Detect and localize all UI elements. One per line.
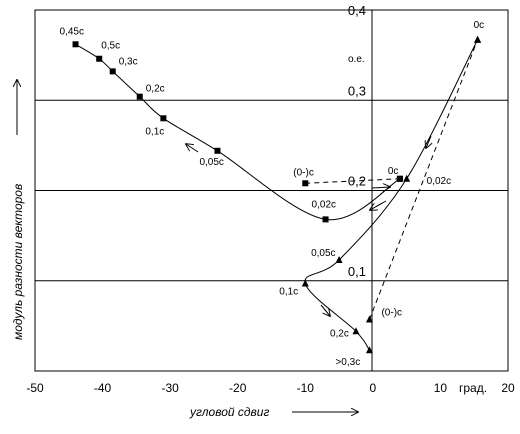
x-tick-labels: -50 -40 -30 -20 -10 0 10 20 <box>26 381 515 395</box>
triangle-point <box>301 279 309 287</box>
point-label: 0,02c <box>427 176 451 187</box>
x-tick-label: 10 <box>434 381 448 395</box>
point-label: 0,1c <box>145 126 164 137</box>
square-point <box>72 41 79 48</box>
square-point <box>136 93 143 100</box>
point-label: 0,05c <box>199 157 223 168</box>
direction-arrow-triangle-lower <box>320 304 330 316</box>
series-group: 0c 0,02c 0,05c 0,1c 0,2c 0,3c 0,5c 0,45c (0-)c 0c… <box>60 20 485 368</box>
square-point <box>109 68 116 75</box>
point-label: 0c <box>474 20 485 31</box>
x-tick-label: -10 <box>297 381 315 395</box>
direction-arrow-square-dip <box>370 200 387 210</box>
square-point <box>302 180 309 187</box>
point-label: 0,5c <box>101 41 120 52</box>
y-tick-labels: 0,1 0,2 0,3 0,4 <box>348 3 366 279</box>
y-tick-label: 0,1 <box>348 264 366 279</box>
point-label: >0,3c <box>335 357 360 368</box>
x-tick-label: -30 <box>161 381 179 395</box>
triangle-point <box>403 174 411 182</box>
point-label: 0c <box>388 166 399 177</box>
point-label: 0,3c <box>119 56 138 67</box>
x-unit-label: град. <box>459 381 487 395</box>
square-point <box>96 55 103 62</box>
y-tick-label: 0,3 <box>348 83 366 98</box>
direction-arrow-square <box>186 144 199 153</box>
triangle-point <box>352 327 360 335</box>
series-line <box>304 39 479 351</box>
series-line <box>305 178 400 184</box>
y-tick-label: 0,4 <box>348 3 366 18</box>
triangle-point <box>365 315 373 323</box>
square-point <box>214 147 221 154</box>
series-line <box>75 43 401 221</box>
direction-arrow-dashed-square <box>371 187 390 188</box>
x-axis-label: угловой сдвиг <box>189 405 269 419</box>
triangle-point <box>365 346 373 354</box>
point-label: 0,05c <box>311 248 335 259</box>
point-label: 0,02c <box>312 199 336 210</box>
square-point <box>160 115 167 122</box>
point-label: 0,1c <box>279 286 298 297</box>
y-unit-label: о.е. <box>348 54 365 65</box>
y-axis-label: модуль разности векторов <box>11 184 25 340</box>
triangle-point <box>335 255 343 263</box>
x-tick-label: 0 <box>370 381 377 395</box>
x-tick-label: -20 <box>229 381 247 395</box>
triangle-point <box>474 35 482 43</box>
square-point <box>396 175 403 182</box>
x-tick-label: -40 <box>94 381 112 395</box>
y-tick-label: 0,2 <box>348 174 366 189</box>
point-label: 0,45c <box>60 26 84 37</box>
point-label: (0-)c <box>381 308 402 319</box>
x-tick-label: 20 <box>501 381 515 395</box>
point-label: 0,2c <box>146 84 165 95</box>
series-line <box>369 39 479 320</box>
point-label: (0-)c <box>293 167 314 178</box>
point-label: 0,2c <box>330 328 349 339</box>
square-point <box>322 216 329 223</box>
direction-arrow-triangle-upper <box>426 135 431 148</box>
direction-arrows <box>186 135 431 316</box>
x-tick-label: -50 <box>26 381 44 395</box>
